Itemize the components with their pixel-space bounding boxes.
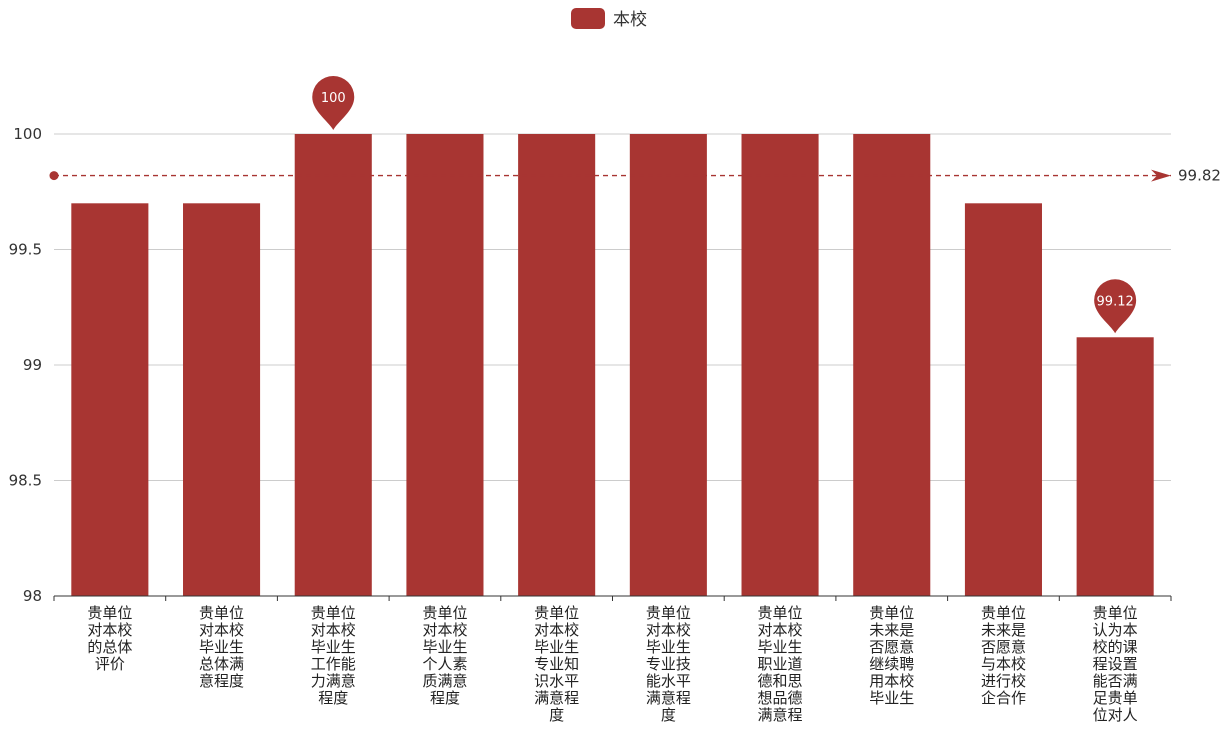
- y-axis: 98 98.5 99 99.5 100: [9, 125, 42, 605]
- x-tick-label: 贵单位对本校毕业生总体满意程度: [199, 604, 244, 690]
- bar-series: [71, 134, 1154, 597]
- bar[interactable]: [629, 134, 707, 596]
- bar[interactable]: [183, 203, 261, 597]
- mark-point-label: 100: [321, 91, 346, 106]
- x-tick-label: 贵单位未来是否愿意继续聘用本校毕业生: [869, 604, 914, 707]
- legend[interactable]: 本校: [571, 8, 647, 30]
- x-tick-label: 贵单位对本校毕业生职业道德和思想品德满意程: [758, 604, 803, 724]
- x-axis: [53, 595, 1172, 601]
- mark-line-label: 99.82: [1178, 167, 1221, 185]
- mark-points: 100 99.12: [312, 75, 1137, 334]
- mark-point[interactable]: 100: [312, 75, 355, 130]
- y-tick-label: 99: [23, 356, 42, 374]
- bar[interactable]: [294, 134, 372, 596]
- x-tick-label: 贵单位对本校毕业生专业技能水平满意程度: [646, 604, 691, 724]
- mark-point-pin[interactable]: [312, 75, 355, 130]
- y-tick-label: 100: [13, 125, 42, 143]
- bar[interactable]: [964, 203, 1042, 597]
- x-tick-label: 贵单位对本校毕业生专业知识水平满意程度: [534, 604, 579, 724]
- mark-point-label: 99.12: [1097, 294, 1134, 309]
- y-tick-label: 98.5: [9, 472, 42, 490]
- average-mark-line: 99.82: [49, 167, 1221, 185]
- x-tick-label: 贵单位未来是否愿意与本校进行校企合作: [981, 604, 1026, 707]
- x-tick-label: 贵单位对本校毕业生工作能力满意程度: [311, 604, 356, 707]
- mark-point-pin[interactable]: [1094, 279, 1137, 334]
- x-tick-label: 贵单位对本校的总体评价: [87, 604, 132, 673]
- bar[interactable]: [406, 134, 484, 596]
- y-tick-label: 99.5: [9, 241, 42, 259]
- bar[interactable]: [71, 203, 149, 597]
- bar[interactable]: [741, 134, 819, 596]
- legend-swatch[interactable]: [571, 8, 605, 29]
- y-tick-label: 98: [23, 587, 42, 605]
- bar[interactable]: [853, 134, 931, 596]
- legend-label[interactable]: 本校: [613, 10, 647, 30]
- bar[interactable]: [1076, 337, 1154, 596]
- bar[interactable]: [518, 134, 596, 596]
- mark-point[interactable]: 99.12: [1094, 279, 1137, 334]
- x-tick-label: 贵单位对本校毕业生个人素质满意程度: [422, 604, 467, 707]
- x-axis-labels: 贵单位对本校的总体评价 贵单位对本校毕业生总体满意程度 贵单位对本校毕业生工作能力满…: [87, 604, 1137, 724]
- mark-line-arrow: [1151, 169, 1171, 182]
- x-tick-label: 贵单位认为本校的课程设置能否满足贵单位对人: [1093, 604, 1138, 724]
